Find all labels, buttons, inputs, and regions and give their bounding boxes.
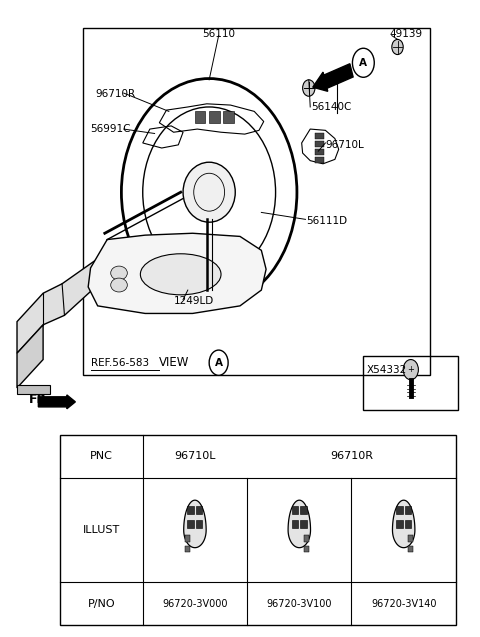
Bar [315, 149, 324, 155]
Text: +: + [408, 365, 414, 374]
Circle shape [352, 48, 374, 77]
Text: FR.: FR. [29, 393, 52, 406]
Bar [187, 506, 194, 514]
Circle shape [392, 39, 403, 55]
Text: A: A [215, 358, 223, 368]
Ellipse shape [111, 278, 127, 292]
Text: 96710R: 96710R [330, 452, 373, 461]
Polygon shape [393, 500, 415, 548]
Text: 56110: 56110 [202, 29, 235, 39]
Bar [209, 111, 219, 123]
Text: P/NO: P/NO [87, 599, 115, 608]
Circle shape [302, 80, 315, 96]
Text: X54332: X54332 [367, 365, 407, 375]
Bar [195, 111, 205, 123]
Text: A: A [360, 58, 367, 68]
Bar [292, 520, 298, 529]
Polygon shape [288, 500, 311, 548]
Polygon shape [184, 500, 206, 548]
Bar [185, 545, 190, 552]
Bar [396, 520, 403, 529]
Bar [300, 520, 307, 529]
Text: 96720-3V140: 96720-3V140 [371, 599, 436, 608]
Text: 1249LD: 1249LD [174, 296, 214, 306]
Text: 56111D: 56111D [306, 216, 348, 225]
Bar [196, 520, 203, 529]
Ellipse shape [183, 162, 235, 222]
FancyArrow shape [313, 64, 353, 91]
Text: 96710L: 96710L [174, 452, 216, 461]
Polygon shape [17, 325, 43, 388]
Bar [292, 506, 298, 514]
Polygon shape [17, 385, 50, 394]
Text: 96720-3V100: 96720-3V100 [266, 599, 332, 608]
Text: ILLUST: ILLUST [83, 525, 120, 535]
Circle shape [403, 359, 419, 380]
Bar [223, 111, 234, 123]
Bar [315, 141, 324, 147]
Ellipse shape [140, 254, 221, 295]
Bar [185, 535, 190, 541]
Bar [304, 545, 309, 552]
Polygon shape [17, 255, 105, 354]
Text: 96710R: 96710R [96, 89, 135, 99]
FancyArrow shape [38, 395, 75, 409]
Text: 96720-3V000: 96720-3V000 [162, 599, 228, 608]
Bar [408, 545, 413, 552]
Text: PNC: PNC [90, 452, 113, 461]
Bar [187, 520, 194, 529]
Bar [315, 133, 324, 138]
Text: 49139: 49139 [389, 29, 422, 39]
Bar [396, 506, 403, 514]
Text: 56991C: 56991C [91, 124, 131, 134]
Circle shape [209, 350, 228, 375]
Ellipse shape [111, 266, 127, 280]
Text: VIEW: VIEW [159, 356, 190, 369]
Text: 96710L: 96710L [325, 140, 364, 150]
Bar [304, 535, 309, 541]
Text: 56140C: 56140C [311, 102, 351, 112]
Bar [405, 506, 411, 514]
Text: REF.56-583: REF.56-583 [91, 358, 149, 368]
Bar [315, 157, 324, 163]
Bar [196, 506, 203, 514]
Bar [408, 535, 413, 541]
Polygon shape [88, 233, 266, 313]
Bar [405, 520, 411, 529]
Bar [300, 506, 307, 514]
